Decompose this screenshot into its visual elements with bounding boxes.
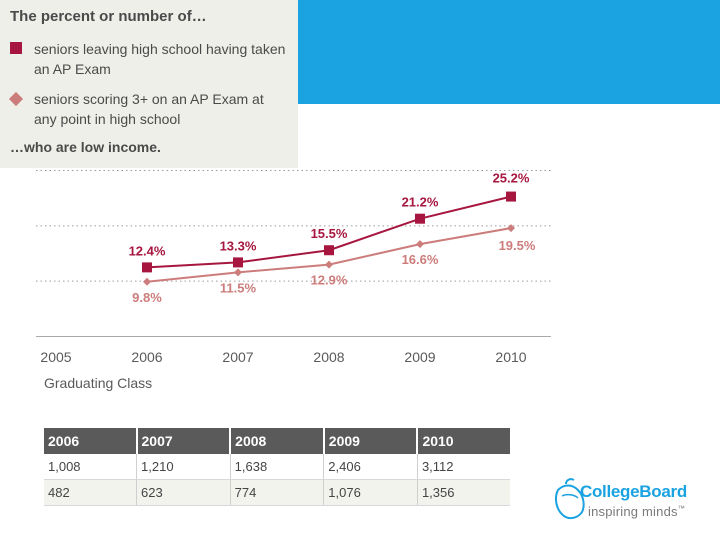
legend-item-scoring-3plus: seniors scoring 3+ on an AP Exam at any … bbox=[8, 89, 288, 129]
table-cell: 1,356 bbox=[417, 479, 510, 506]
x-tick-label: 2006 bbox=[131, 349, 162, 365]
data-point-diamond bbox=[416, 240, 424, 249]
legend-panel: The percent or number of… seniors leavin… bbox=[0, 0, 298, 168]
table-cell: 1,076 bbox=[323, 479, 418, 506]
data-label: 12.4% bbox=[129, 243, 166, 258]
square-marker-icon bbox=[10, 42, 22, 54]
table-header-cell: 2010 bbox=[417, 428, 510, 454]
collegeboard-logo: CollegeBoard inspiring minds™ bbox=[552, 476, 702, 524]
data-point-diamond bbox=[325, 260, 333, 269]
x-tick-label: 2010 bbox=[495, 349, 526, 365]
table-header-row: 2006 2007 2008 2009 2010 bbox=[44, 428, 510, 454]
table-row: 1,008 1,210 1,638 2,406 3,112 bbox=[44, 454, 510, 480]
table-cell: 1,210 bbox=[136, 454, 231, 480]
x-tick-label: 2009 bbox=[404, 349, 435, 365]
legend-footer: …who are low income. bbox=[10, 139, 161, 155]
data-label: 12.9% bbox=[311, 273, 348, 288]
data-label: 11.5% bbox=[220, 280, 257, 295]
x-axis-title: Graduating Class bbox=[44, 375, 152, 391]
table-header-cell: 2006 bbox=[44, 428, 138, 454]
data-point-square bbox=[324, 245, 334, 256]
data-label: 13.3% bbox=[220, 238, 257, 253]
data-point-diamond bbox=[143, 277, 151, 286]
x-tick-label: 2008 bbox=[313, 349, 344, 365]
table-header-cell: 2009 bbox=[323, 428, 419, 454]
data-table: 2006 2007 2008 2009 2010 1,008 1,210 1,6… bbox=[44, 428, 510, 506]
table-cell: 482 bbox=[44, 479, 138, 506]
diamond-marker-icon bbox=[8, 91, 24, 107]
table-row: 482 623 774 1,076 1,356 bbox=[44, 479, 510, 506]
data-point-square bbox=[415, 213, 425, 224]
legend-title: The percent or number of… bbox=[10, 8, 207, 25]
data-point-square bbox=[506, 191, 516, 202]
data-label: 16.6% bbox=[402, 252, 439, 267]
data-point-diamond bbox=[234, 268, 242, 277]
logo-wordmark: CollegeBoard bbox=[580, 482, 687, 501]
table-header-cell: 2007 bbox=[136, 428, 232, 454]
line-chart: 12.4% 13.3% 15.5% 21.2% 25.2% 9.8% 11.5% 12.9% 1… bbox=[36, 170, 551, 391]
data-label: 25.2% bbox=[493, 171, 530, 186]
x-tick-label: 2005 bbox=[40, 349, 71, 365]
data-label: 19.5% bbox=[499, 238, 536, 253]
table-header-cell: 2008 bbox=[230, 428, 325, 454]
data-point-square bbox=[233, 257, 243, 268]
data-point-diamond bbox=[507, 224, 515, 233]
data-label: 21.2% bbox=[402, 195, 439, 210]
data-label: 15.5% bbox=[311, 226, 348, 241]
acorn-logo-icon bbox=[555, 478, 585, 520]
table-cell: 1,008 bbox=[44, 454, 138, 480]
legend-label: seniors leaving high school having taken… bbox=[34, 41, 286, 77]
legend-label: seniors scoring 3+ on an AP Exam at any … bbox=[34, 91, 264, 127]
table-cell: 623 bbox=[136, 479, 231, 506]
table-cell: 774 bbox=[230, 479, 325, 506]
data-table-container: 2006 2007 2008 2009 2010 1,008 1,210 1,6… bbox=[44, 428, 510, 506]
trademark-symbol: ™ bbox=[677, 505, 685, 513]
x-tick-label: 2007 bbox=[222, 349, 253, 365]
data-point-square bbox=[142, 262, 152, 273]
table-cell: 2,406 bbox=[323, 454, 418, 480]
table-cell: 1,638 bbox=[230, 454, 325, 480]
legend-item-taken-exam: seniors leaving high school having taken… bbox=[10, 39, 288, 79]
data-label: 9.8% bbox=[132, 290, 162, 305]
logo-tagline: inspiring minds™ bbox=[588, 504, 685, 519]
table-cell: 3,112 bbox=[417, 454, 510, 480]
